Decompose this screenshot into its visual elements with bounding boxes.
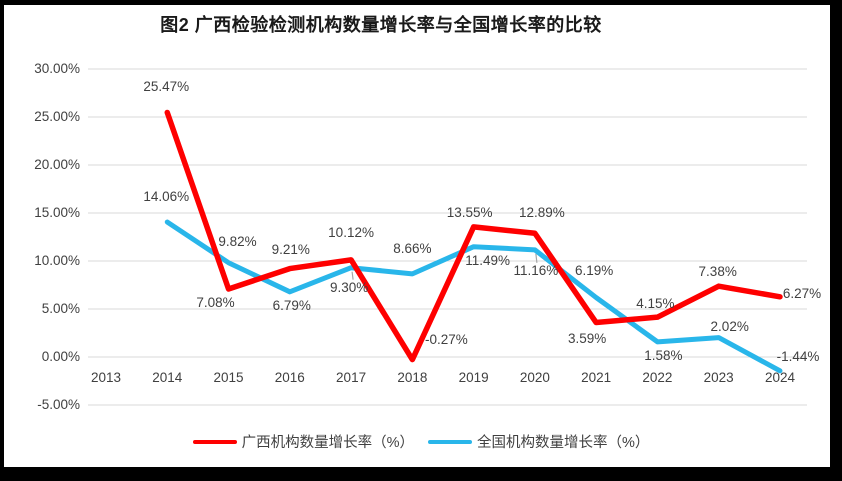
x-tick-label: 2020 — [519, 370, 550, 385]
legend-item-guangxi: 广西机构数量增长率（%） — [192, 431, 414, 452]
data-label-guangxi: 25.47% — [143, 79, 190, 95]
chart-title: 图2 广西检验检测机构数量增长率与全国增长率的比较 — [160, 15, 602, 35]
legend-label-guangxi: 广西机构数量增长率（%） — [241, 435, 414, 451]
x-tick-label: 2013 — [90, 370, 122, 385]
data-label-national: 6.19% — [575, 262, 614, 278]
data-label-national: -1.44% — [776, 348, 820, 364]
data-label-national: 11.16% — [513, 262, 559, 278]
data-label-guangxi: 12.89% — [518, 205, 565, 221]
series-line-guangxi — [164, 109, 783, 363]
data-label-guangxi: 7.08% — [196, 295, 235, 311]
x-tick-label: 2022 — [642, 370, 673, 385]
y-tick-label: 25.00% — [34, 109, 80, 124]
data-label-guangxi: 10.12% — [328, 224, 374, 240]
x-tick-label: 2024 — [764, 370, 795, 385]
data-label-guangxi: 4.15% — [636, 296, 675, 312]
data-label-guangxi: -0.27% — [424, 331, 468, 347]
x-tick-label: 2017 — [336, 370, 367, 385]
y-tick-label: 0.00% — [41, 349, 80, 364]
x-tick-label: 2018 — [397, 370, 428, 385]
data-label-national: 8.66% — [393, 240, 432, 256]
label-leader — [351, 271, 354, 280]
y-tick-label: 5.00% — [41, 301, 80, 316]
data-label-national: 9.82% — [218, 233, 257, 249]
data-label-national: 11.49% — [465, 252, 510, 268]
data-label-guangxi: 3.59% — [568, 330, 607, 346]
series-line-national — [164, 219, 783, 374]
data-label-guangxi: 9.21% — [271, 241, 310, 257]
label-leader — [535, 253, 538, 263]
x-tick-label: 2015 — [213, 370, 244, 385]
legend-line-national-icon — [428, 439, 472, 444]
x-tick-label: 2014 — [152, 370, 183, 385]
data-label-national: 9.30% — [329, 279, 369, 295]
data-label-guangxi: 6.27% — [782, 285, 822, 301]
y-tick-label: 30.00% — [34, 61, 80, 76]
x-tick-label: 2023 — [703, 370, 734, 385]
x-tick-label: 2019 — [458, 370, 489, 385]
legend-item-national: 全国机构数量增长率（%） — [428, 431, 649, 452]
y-tick-label: 10.00% — [34, 253, 80, 268]
data-label-national: 14.06% — [143, 189, 190, 205]
data-label-guangxi: 7.38% — [698, 264, 737, 280]
x-tick-label: 2021 — [581, 370, 612, 385]
y-tick-label: 20.00% — [34, 157, 80, 172]
y-tick-label: 15.00% — [34, 205, 80, 220]
legend-label-national: 全国机构数量增长率（%） — [477, 435, 650, 451]
x-tick-label: 2016 — [274, 370, 305, 385]
legend: 广西机构数量增长率（%） 全国机构数量增长率（%） — [0, 431, 842, 452]
legend-line-guangxi-icon — [192, 439, 237, 444]
data-label-national: 6.79% — [272, 297, 311, 313]
data-label-guangxi: 13.55% — [446, 204, 493, 220]
data-label-national: 2.02% — [710, 318, 749, 334]
y-tick-label: -5.00% — [37, 397, 80, 412]
data-label-national: 1.58% — [644, 347, 683, 363]
